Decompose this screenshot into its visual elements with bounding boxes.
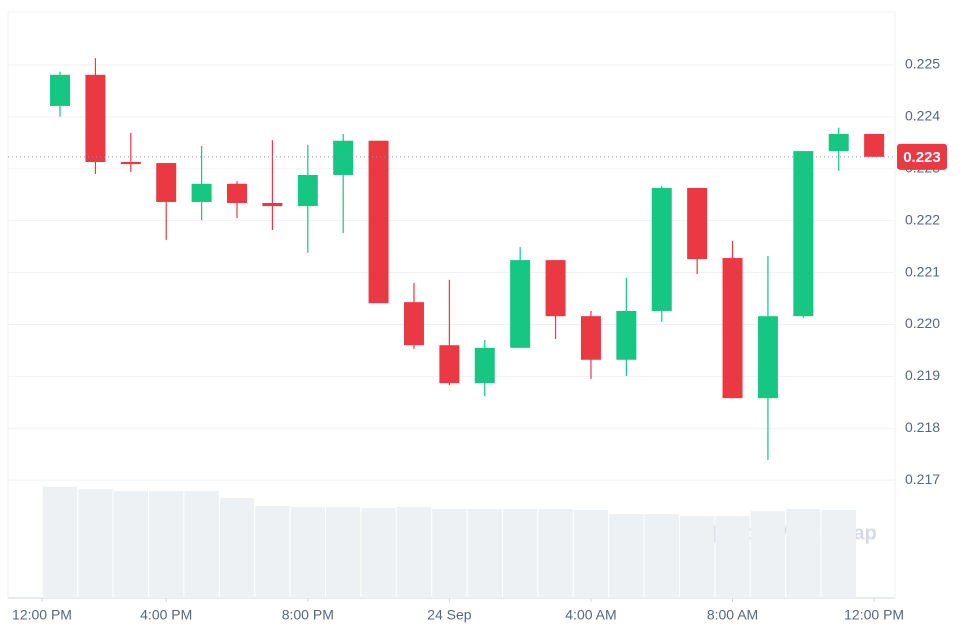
y-tick-label: 0.219: [905, 367, 940, 383]
current-price-label: 0.223: [903, 149, 941, 166]
candle-body: [722, 258, 743, 399]
candle-body: [864, 133, 885, 157]
candle-body: [120, 162, 141, 165]
y-tick-label: 0.225: [905, 56, 940, 72]
volume-bar: [538, 509, 573, 598]
y-tick-label: 0.220: [905, 315, 940, 331]
candle-body: [191, 183, 212, 202]
y-tick-label: 0.221: [905, 263, 940, 279]
candle-body: [439, 345, 460, 384]
volume-bar: [184, 491, 219, 598]
y-tick-label: 0.222: [905, 211, 940, 227]
candle-body: [297, 174, 318, 207]
volume-bar: [750, 511, 786, 598]
volume-bar: [467, 509, 502, 598]
candle-body: [85, 74, 106, 163]
volume-bar: [396, 507, 432, 598]
candle-body: [368, 140, 389, 304]
candle-body: [510, 260, 531, 348]
x-tick-label: 8:00 AM: [707, 607, 758, 623]
volume-bar: [679, 516, 715, 598]
candle-body: [403, 302, 424, 346]
y-tick-label: 0.224: [905, 108, 940, 124]
volume-bar: [502, 509, 538, 598]
x-tick-label: 4:00 PM: [140, 607, 192, 623]
volume-bar: [361, 508, 396, 598]
candle-body: [651, 187, 672, 311]
volume-bar: [219, 498, 255, 598]
candle-body: [545, 260, 566, 317]
candle-body: [50, 74, 71, 106]
candle-body: [793, 151, 814, 317]
volume-bar: [113, 491, 149, 598]
volume-bar: [432, 509, 467, 598]
volume-bar: [821, 510, 856, 598]
volume-bar: [325, 507, 361, 598]
volume-bar: [149, 491, 184, 598]
candle-body: [262, 203, 283, 207]
candle-body: [227, 183, 248, 204]
current-price-box: [897, 143, 947, 170]
candle-body: [828, 133, 849, 152]
volume-bar: [715, 516, 750, 598]
y-tick-label: 0.217: [905, 471, 940, 487]
volume-bar: [255, 506, 290, 598]
volume-bar: [290, 507, 325, 598]
x-tick-label: 12:00 PM: [12, 607, 72, 623]
volume-bar: [573, 510, 609, 598]
volume-bar: [78, 489, 113, 598]
volume-bar: [786, 509, 821, 598]
candle-body: [580, 316, 601, 360]
volume-bar: [644, 514, 679, 598]
candle-body: [687, 187, 708, 260]
y-tick-label: 0.218: [905, 419, 940, 435]
candle-body: [156, 163, 177, 202]
volume-bar: [42, 487, 78, 598]
x-tick-label: 24 Sep: [427, 607, 472, 623]
candle-body: [474, 347, 495, 384]
candle-body: [757, 316, 778, 399]
candle-body: [333, 140, 354, 175]
x-tick-label: 12:00 PM: [844, 607, 904, 623]
volume-bar: [609, 514, 644, 598]
candle-body: [616, 310, 637, 360]
x-tick-label: 8:00 PM: [282, 607, 334, 623]
x-tick-label: 4:00 AM: [565, 607, 616, 623]
